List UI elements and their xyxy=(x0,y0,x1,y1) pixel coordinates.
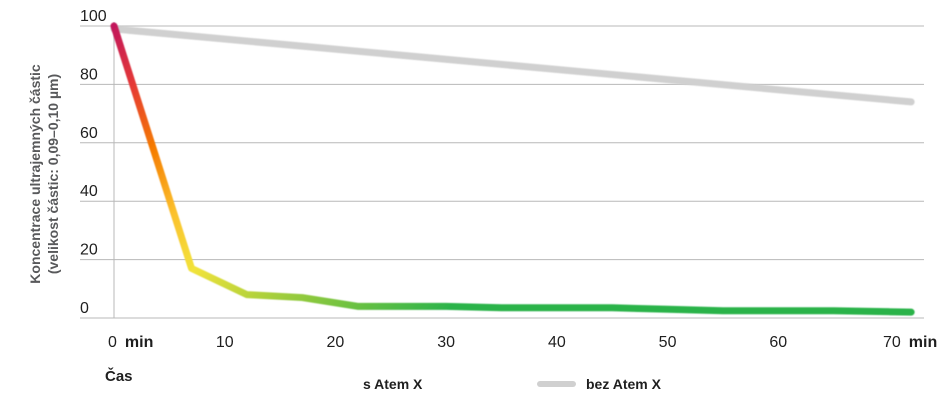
x-tick-label-50: 50 xyxy=(659,334,677,351)
y-tick-label-60: 60 xyxy=(80,125,98,142)
gridlines xyxy=(80,22,924,319)
y-tick-label-20: 20 xyxy=(80,242,98,259)
x-tick-label-60: 60 xyxy=(769,334,787,351)
y-axis-ticks: 0 20 40 60 80 100 xyxy=(80,8,107,317)
x-tick-label-70: 70 min xyxy=(883,334,937,351)
series-line-bez-atem-x xyxy=(110,25,915,106)
x-tick-label-30: 30 xyxy=(437,334,455,351)
series-layer xyxy=(110,22,915,316)
x-axis-label: Čas xyxy=(105,367,133,385)
legend-label-s-atem-x: s Atem X xyxy=(363,376,423,392)
x-tick-label-10: 10 xyxy=(216,334,234,351)
x-tick-label-20: 20 xyxy=(327,334,345,351)
series-line-s-atem-x xyxy=(110,22,915,316)
y-tick-label-0: 0 xyxy=(80,300,89,317)
y-tick-label-40: 40 xyxy=(80,183,98,200)
x-tick-label-0: 0 min xyxy=(108,334,153,351)
y-axis-label-line-1: Koncentrace ultrajemných částic xyxy=(27,64,43,284)
legend: s Atem X bez Atem X xyxy=(317,376,662,392)
y-tick-label-80: 80 xyxy=(80,66,98,83)
y-tick-label-100: 100 xyxy=(80,8,107,25)
x-tick-label-40: 40 xyxy=(548,334,566,351)
y-axis-label-line-2: (velikost částic: 0,09–0,10 µm) xyxy=(45,74,61,274)
x-axis-ticks: 0 min 10 20 30 40 50 60 70 min xyxy=(108,334,937,351)
legend-label-bez-atem-x: bez Atem X xyxy=(586,376,662,392)
